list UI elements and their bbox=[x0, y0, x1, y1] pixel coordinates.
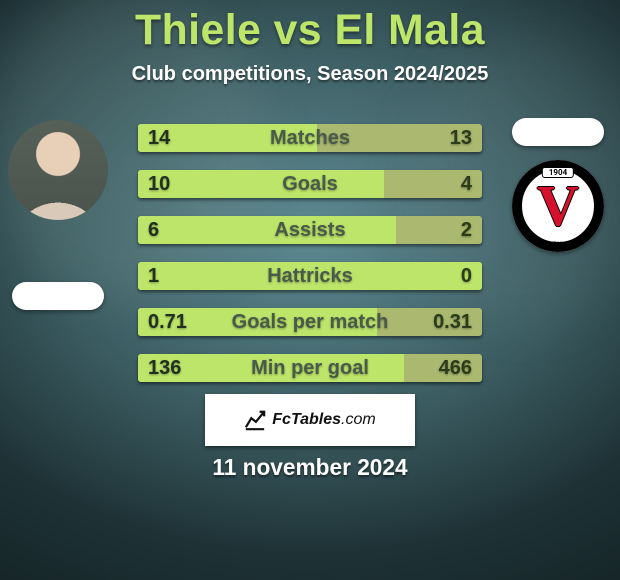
stat-label: Hattricks bbox=[138, 262, 482, 290]
stat-bar-hattricks: 1Hattricks0 bbox=[138, 262, 482, 290]
comparison-infographic: Thiele vs El Mala Club competitions, Sea… bbox=[0, 0, 620, 580]
stat-right-value: 4 bbox=[461, 170, 472, 198]
branding-text: FcTables.com bbox=[272, 411, 375, 429]
stat-bars: 14Matches1310Goals46Assists21Hattricks00… bbox=[138, 124, 482, 382]
left-player-column bbox=[8, 120, 108, 310]
stat-bar-min-per-goal: 136Min per goal466 bbox=[138, 354, 482, 382]
right-player-column: 1904 V VIKTORIA KÖLN bbox=[508, 118, 608, 252]
crest-year: 1904 bbox=[542, 167, 574, 178]
branding-badge: FcTables.com bbox=[205, 394, 415, 446]
stat-label: Min per goal bbox=[138, 354, 482, 382]
stat-label: Goals bbox=[138, 170, 482, 198]
chart-icon bbox=[244, 409, 266, 431]
player2-club-crest: 1904 V VIKTORIA KÖLN bbox=[512, 160, 604, 252]
title-player1: Thiele bbox=[135, 6, 261, 54]
stat-label: Goals per match bbox=[138, 308, 482, 336]
stat-right-value: 0 bbox=[461, 262, 472, 290]
stat-right-value: 0.31 bbox=[433, 308, 472, 336]
title-vs: vs bbox=[274, 6, 322, 54]
title: Thiele vs El Mala bbox=[0, 0, 620, 55]
branding-light: .com bbox=[341, 411, 376, 428]
stat-right-value: 466 bbox=[439, 354, 472, 382]
player1-avatar bbox=[8, 120, 108, 220]
stat-bar-assists: 6Assists2 bbox=[138, 216, 482, 244]
player2-club-pill bbox=[512, 118, 604, 146]
stat-bar-goals-per-match: 0.71Goals per match0.31 bbox=[138, 308, 482, 336]
stat-bar-goals: 10Goals4 bbox=[138, 170, 482, 198]
title-player2: El Mala bbox=[334, 6, 485, 54]
player1-club-pill bbox=[12, 282, 104, 310]
footer-date: 11 november 2024 bbox=[0, 454, 620, 481]
branding-strong: FcTables bbox=[272, 411, 341, 428]
stat-right-value: 13 bbox=[450, 124, 472, 152]
stat-label: Matches bbox=[138, 124, 482, 152]
stat-bar-matches: 14Matches13 bbox=[138, 124, 482, 152]
stat-label: Assists bbox=[138, 216, 482, 244]
crest-name: VIKTORIA KÖLN bbox=[512, 241, 604, 248]
subtitle: Club competitions, Season 2024/2025 bbox=[0, 63, 620, 86]
stat-right-value: 2 bbox=[461, 216, 472, 244]
